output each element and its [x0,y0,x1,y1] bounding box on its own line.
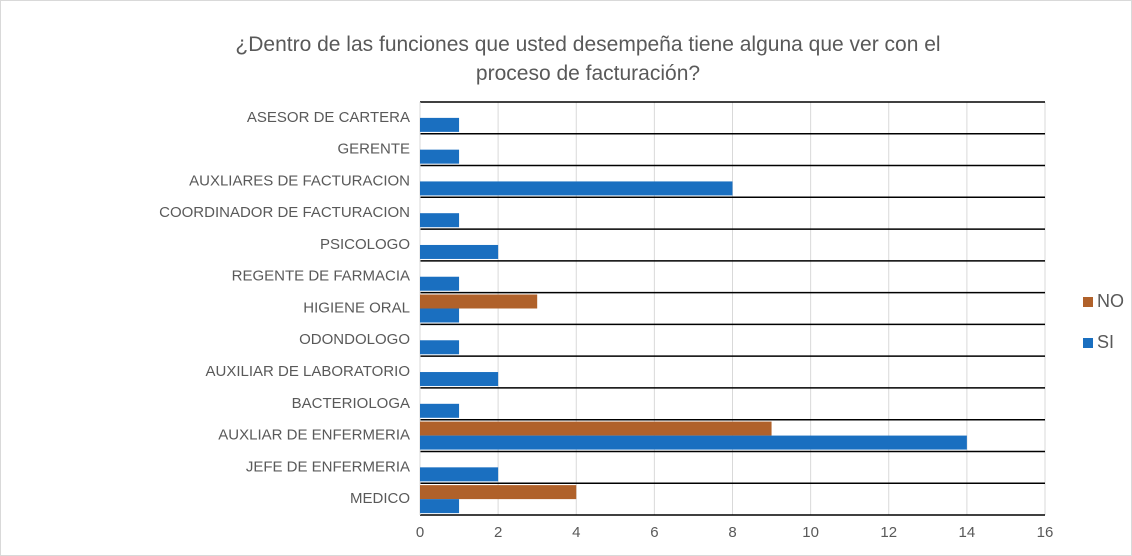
bar [420,499,460,514]
bar [420,308,460,323]
y-tick-label: AUXLIARES DE FACTURACION [189,172,410,189]
bar [420,421,772,436]
bar [420,213,460,228]
x-tick-label: 8 [728,524,736,541]
x-tick-label: 12 [880,524,897,541]
bar [420,181,733,196]
y-tick-label: GERENTE [337,141,410,158]
x-tick-label: 14 [959,524,976,541]
x-tick-label: 6 [650,524,658,541]
legend-swatch [1083,338,1093,348]
x-tick-label: 2 [494,524,502,541]
bar [420,149,460,164]
bar [420,372,499,387]
legend-label: SI [1097,332,1114,352]
y-tick-label: HIGIENE ORAL [303,299,410,316]
bar [420,403,460,418]
bar [420,117,460,132]
legend-label: NO [1097,291,1124,311]
y-tick-label: AUXLIAR DE ENFERMERIA [218,427,410,444]
chart-title: ¿Dentro de las funciones que usted desem… [235,33,941,85]
y-tick-label: REGENTE DE FARMACIA [232,268,410,285]
bar [420,294,538,309]
x-tick-label: 10 [802,524,819,541]
x-tick-label: 16 [1037,524,1054,541]
y-tick-label: BACTERIOLOGA [292,395,410,412]
bar [420,435,967,450]
bar [420,244,499,259]
bar [420,467,499,482]
y-tick-label: COORDINADOR DE FACTURACION [159,204,410,221]
bar [420,276,460,291]
y-tick-label: ASESOR DE CARTERA [247,109,410,126]
y-tick-label: MEDICO [350,490,410,507]
bar [420,485,577,500]
legend-swatch [1083,297,1093,307]
x-tick-label: 0 [416,524,424,541]
y-tick-label: AUXILIAR DE LABORATORIO [206,363,411,380]
x-tick-label: 4 [572,524,580,541]
y-tick-label: JEFE DE ENFERMERIA [246,458,410,475]
bar [420,340,460,355]
y-tick-label: PSICOLOGO [320,236,410,253]
y-tick-label: ODONDOLOGO [299,331,410,348]
